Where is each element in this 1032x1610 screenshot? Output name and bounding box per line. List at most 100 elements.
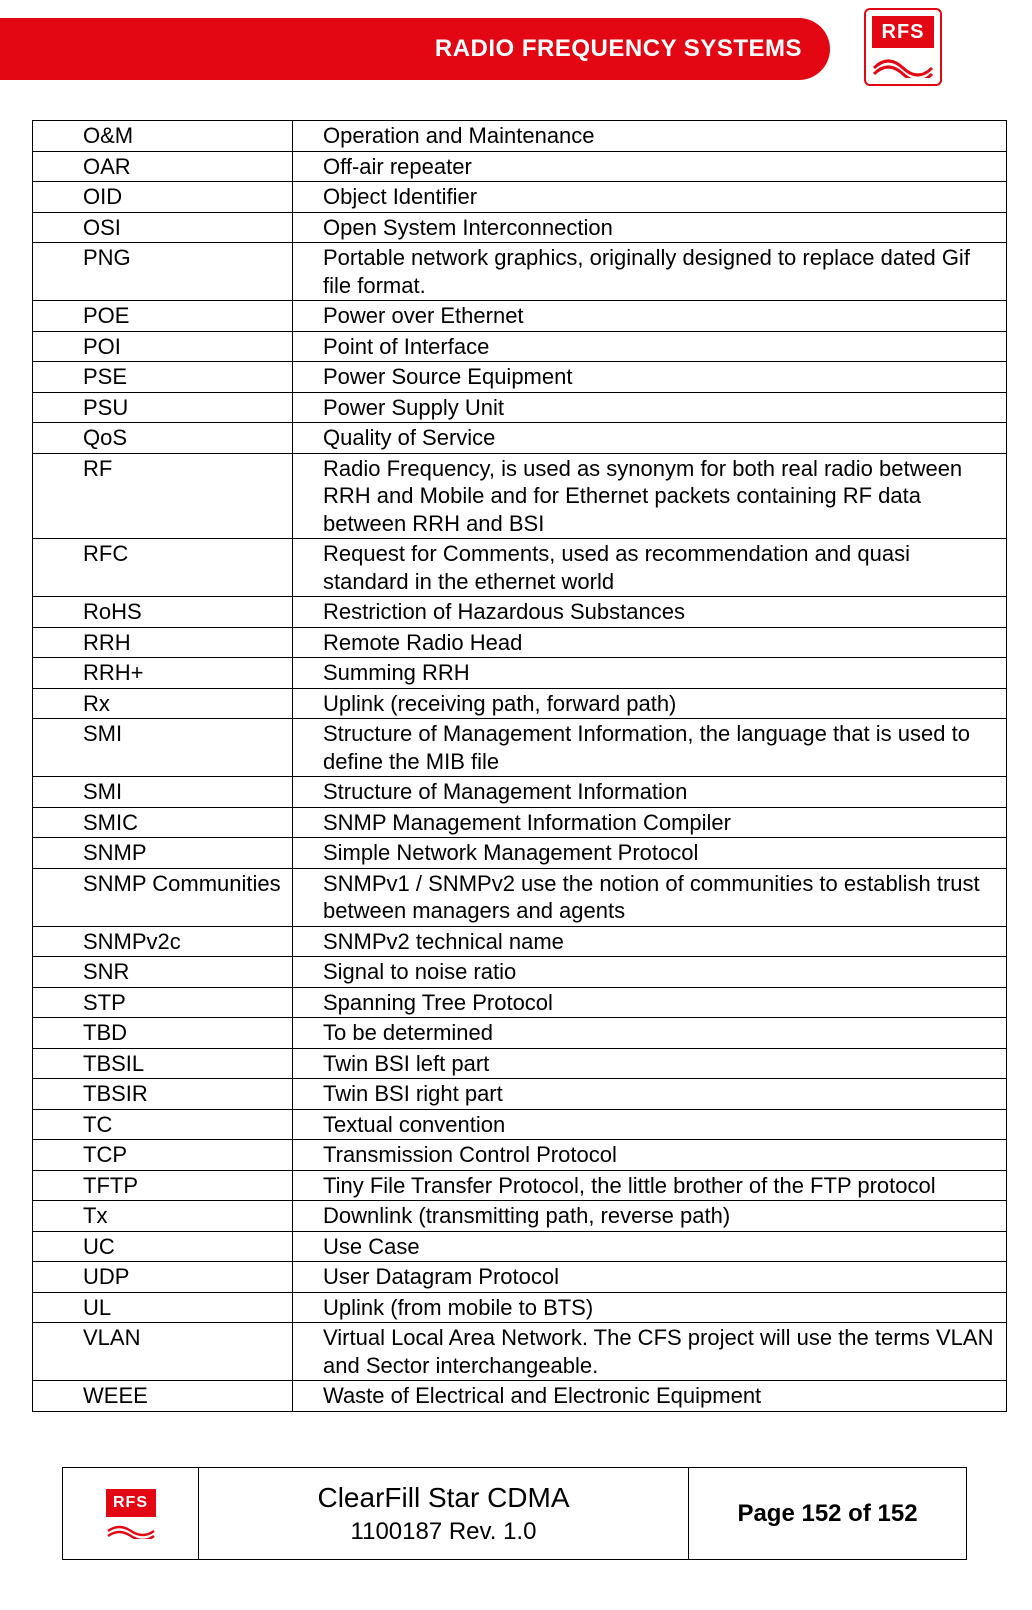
term-cell: TBSIR [33,1079,293,1110]
term-cell: SMIC [33,807,293,838]
definition-cell: Signal to noise ratio [293,957,1007,988]
table-row: VLANVirtual Local Area Network. The CFS … [33,1323,1007,1381]
table-row: TBSILTwin BSI left part [33,1048,1007,1079]
definition-cell: Twin BSI right part [293,1079,1007,1110]
definition-cell: Point of Interface [293,331,1007,362]
term-cell: TBD [33,1018,293,1049]
term-cell: Tx [33,1201,293,1232]
term-cell: TC [33,1109,293,1140]
definition-cell: Power over Ethernet [293,301,1007,332]
logo-text: RFS [872,16,934,48]
table-row: OAROff-air repeater [33,151,1007,182]
term-cell: SMI [33,777,293,808]
definition-cell: Off-air repeater [293,151,1007,182]
table-row: UDPUser Datagram Protocol [33,1262,1007,1293]
table-row: TBSIRTwin BSI right part [33,1079,1007,1110]
table-row: RoHSRestriction of Hazardous Substances [33,597,1007,628]
table-row: ULUplink (from mobile to BTS) [33,1292,1007,1323]
header-logo: RFS [864,8,942,86]
table-row: TCPTransmission Control Protocol [33,1140,1007,1171]
term-cell: O&M [33,121,293,152]
term-cell: TFTP [33,1170,293,1201]
term-cell: OAR [33,151,293,182]
table-row: QoSQuality of Service [33,423,1007,454]
term-cell: RF [33,453,293,539]
term-cell: UL [33,1292,293,1323]
footer-title-main: ClearFill Star CDMA [199,1482,688,1514]
table-row: RRHRemote Radio Head [33,627,1007,658]
header-banner: RADIO FREQUENCY SYSTEMS [0,18,830,80]
term-cell: SNMP Communities [33,868,293,926]
table-row: RFRadio Frequency, is used as synonym fo… [33,453,1007,539]
term-cell: POI [33,331,293,362]
definition-cell: Object Identifier [293,182,1007,213]
term-cell: VLAN [33,1323,293,1381]
definition-cell: Use Case [293,1231,1007,1262]
definition-cell: Waste of Electrical and Electronic Equip… [293,1381,1007,1412]
table-row: PNGPortable network graphics, originally… [33,243,1007,301]
table-row: TBDTo be determined [33,1018,1007,1049]
table-row: RFCRequest for Comments, used as recomme… [33,539,1007,597]
table-row: SNMPv2cSNMPv2 technical name [33,926,1007,957]
footer-logo-text: RFS [106,1489,156,1517]
page-header: RADIO FREQUENCY SYSTEMS RFS [0,0,1032,100]
definition-cell: User Datagram Protocol [293,1262,1007,1293]
content-area: O&MOperation and MaintenanceOAROff-air r… [0,100,1032,1412]
footer-title-cell: ClearFill Star CDMA 1100187 Rev. 1.0 [199,1468,689,1560]
term-cell: PSE [33,362,293,393]
definition-cell: Summing RRH [293,658,1007,689]
table-row: SNMPSimple Network Management Protocol [33,838,1007,869]
term-cell: SNR [33,957,293,988]
definition-cell: Spanning Tree Protocol [293,987,1007,1018]
table-row: POIPoint of Interface [33,331,1007,362]
table-row: RRH+Summing RRH [33,658,1007,689]
term-cell: SMI [33,719,293,777]
definition-cell: Request for Comments, used as recommenda… [293,539,1007,597]
definition-cell: Structure of Management Information [293,777,1007,808]
table-row: TxDownlink (transmitting path, reverse p… [33,1201,1007,1232]
table-row: TFTPTiny File Transfer Protocol, the lit… [33,1170,1007,1201]
definition-cell: Restriction of Hazardous Substances [293,597,1007,628]
term-cell: RFC [33,539,293,597]
definition-cell: Uplink (from mobile to BTS) [293,1292,1007,1323]
term-cell: RoHS [33,597,293,628]
footer-page-number: Page 152 of 152 [689,1468,967,1560]
definition-cell: To be determined [293,1018,1007,1049]
term-cell: STP [33,987,293,1018]
definition-cell: SNMPv2 technical name [293,926,1007,957]
definition-cell: Uplink (receiving path, forward path) [293,688,1007,719]
table-row: PSUPower Supply Unit [33,392,1007,423]
definition-cell: Power Source Equipment [293,362,1007,393]
table-row: SNRSignal to noise ratio [33,957,1007,988]
definition-cell: Open System Interconnection [293,212,1007,243]
table-row: UCUse Case [33,1231,1007,1262]
table-row: SNMP CommunitiesSNMPv1 / SNMPv2 use the … [33,868,1007,926]
table-row: SMIStructure of Management Information, … [33,719,1007,777]
definition-cell: Radio Frequency, is used as synonym for … [293,453,1007,539]
definition-cell: Operation and Maintenance [293,121,1007,152]
table-row: O&MOperation and Maintenance [33,121,1007,152]
term-cell: TCP [33,1140,293,1171]
table-row: POEPower over Ethernet [33,301,1007,332]
term-cell: RRH [33,627,293,658]
glossary-table: O&MOperation and MaintenanceOAROff-air r… [32,120,1007,1412]
table-row: OIDObject Identifier [33,182,1007,213]
definition-cell: Remote Radio Head [293,627,1007,658]
table-row: PSEPower Source Equipment [33,362,1007,393]
footer-wave-icon [106,1519,156,1539]
table-row: WEEEWaste of Electrical and Electronic E… [33,1381,1007,1412]
definition-cell: Simple Network Management Protocol [293,838,1007,869]
table-row: TCTextual convention [33,1109,1007,1140]
definition-cell: Quality of Service [293,423,1007,454]
term-cell: PNG [33,243,293,301]
definition-cell: SNMP Management Information Compiler [293,807,1007,838]
term-cell: PSU [33,392,293,423]
term-cell: RRH+ [33,658,293,689]
definition-cell: Textual convention [293,1109,1007,1140]
header-title: RADIO FREQUENCY SYSTEMS [435,35,802,63]
term-cell: WEEE [33,1381,293,1412]
definition-cell: Portable network graphics, originally de… [293,243,1007,301]
term-cell: Rx [33,688,293,719]
term-cell: SNMP [33,838,293,869]
footer-title-sub: 1100187 Rev. 1.0 [199,1518,688,1546]
